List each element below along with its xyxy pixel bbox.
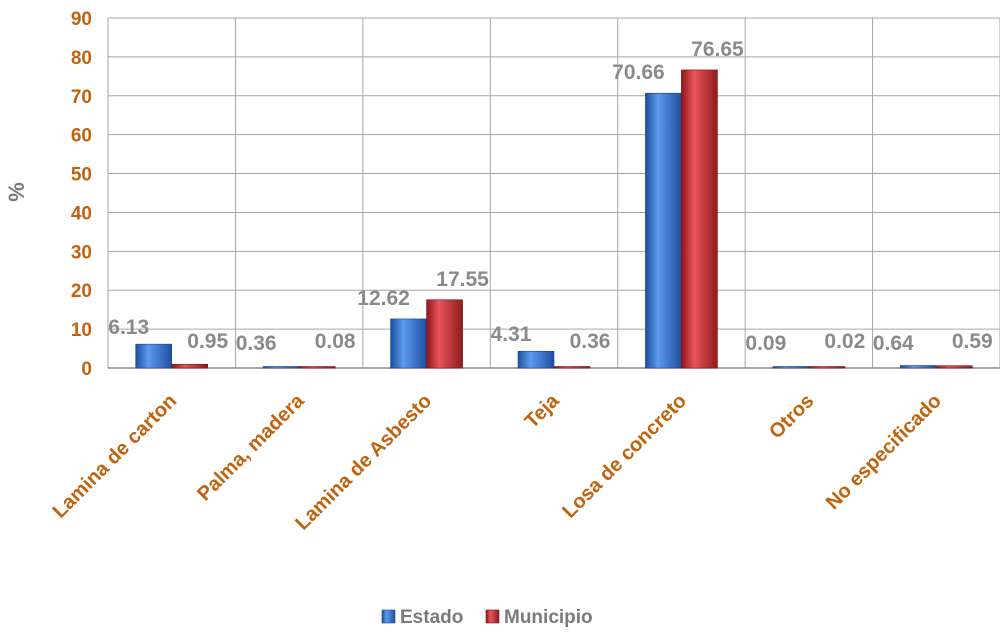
- value-label: 0.09: [745, 332, 786, 355]
- y-tick-label: 70: [71, 87, 92, 108]
- value-label: 0.64: [873, 332, 914, 355]
- y-tick-label: 80: [71, 48, 92, 69]
- value-labels-group: 6.13 0.36 12.62 4.31 70.66 0.09 0.64 0.95 0.08 17…: [108, 38, 992, 355]
- y-tick-label: 50: [71, 165, 92, 186]
- legend-swatch-estado: [381, 609, 396, 624]
- y-tick-label: 90: [71, 9, 92, 30]
- legend-swatch-municipio: [485, 609, 500, 624]
- value-label: 0.95: [187, 330, 228, 353]
- bar-estado: [390, 318, 427, 369]
- bar-municipio: [426, 299, 463, 369]
- x-tick-label: Lamina de Asbesto: [291, 390, 436, 535]
- bar-estado: [899, 365, 937, 369]
- y-tick-label: 60: [71, 126, 92, 147]
- bar-municipio: [681, 69, 718, 369]
- y-tick-label: 20: [71, 281, 92, 302]
- x-tick-label: Otros: [765, 390, 818, 443]
- bar-municipio: [935, 365, 973, 369]
- bar-estado: [645, 92, 682, 369]
- bar-estado: [517, 350, 555, 369]
- x-tick-label: Teja: [521, 389, 564, 432]
- value-label: 0.02: [824, 330, 865, 353]
- grid-lines: [107, 17, 1000, 369]
- y-axis-label: %: [4, 182, 29, 202]
- legend-label-municipio: Municipio: [504, 607, 593, 628]
- value-label: 0.36: [570, 330, 611, 353]
- value-label: 17.55: [436, 268, 489, 291]
- bar-estado: [772, 366, 810, 369]
- value-label: 0.59: [952, 330, 993, 353]
- value-label: 6.13: [108, 316, 149, 339]
- bar-estado: [262, 366, 300, 369]
- y-tick-label: 10: [71, 320, 92, 341]
- value-label: 70.66: [612, 61, 665, 84]
- x-tick-label: Losa de concreto: [558, 390, 691, 523]
- bar-municipio: [298, 366, 336, 369]
- y-tick-label: 40: [71, 203, 92, 224]
- value-label: 0.08: [315, 330, 356, 353]
- value-label: 12.62: [357, 287, 410, 310]
- value-label: 0.36: [236, 332, 277, 355]
- y-tick-label: 0: [81, 359, 92, 380]
- bar-municipio: [553, 366, 591, 369]
- bar-municipio: [171, 364, 209, 369]
- x-tick-label: No especificado: [822, 390, 946, 514]
- x-tick-label: Lamina de carton: [49, 390, 182, 523]
- bars-group: [135, 69, 973, 369]
- value-label: 4.31: [491, 323, 532, 346]
- y-axis-ticks: 0 10 20 30 40 50 60 70 80 90: [71, 9, 92, 380]
- legend: Estado Municipio: [381, 607, 593, 628]
- x-tick-label: Palma, madera: [193, 389, 309, 505]
- bar-municipio: [808, 366, 846, 369]
- value-label: 76.65: [691, 38, 744, 61]
- legend-label-estado: Estado: [400, 607, 463, 628]
- y-tick-label: 30: [71, 242, 92, 263]
- bar-estado: [135, 343, 173, 369]
